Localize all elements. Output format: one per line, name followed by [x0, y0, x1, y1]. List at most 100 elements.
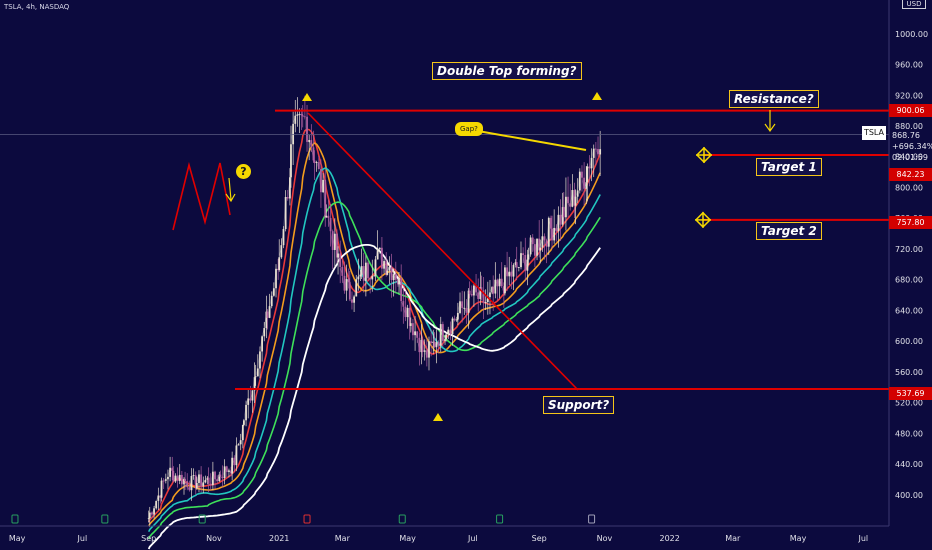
candle-body — [441, 324, 444, 341]
candle-body — [280, 245, 283, 258]
x-tick-label: Jul — [857, 534, 868, 543]
drawing-shapes — [302, 92, 713, 421]
candle-body — [245, 404, 247, 421]
candle-body — [392, 274, 395, 281]
candle-body — [565, 196, 567, 218]
drawing-lines — [0, 109, 889, 391]
question-mark-icon[interactable]: ? — [236, 164, 251, 179]
y-tick-label: 560.00 — [895, 368, 923, 377]
candle-body — [541, 236, 544, 248]
candle-body — [357, 276, 360, 280]
candle-body — [367, 262, 369, 279]
candle-body — [461, 301, 464, 308]
candle-body — [284, 197, 287, 230]
candle-body — [169, 467, 171, 477]
currency-label[interactable]: USD — [902, 0, 926, 9]
ma-orange — [147, 142, 601, 527]
candle-body — [268, 306, 271, 318]
candle-body — [313, 160, 316, 164]
candle-body — [581, 171, 583, 178]
candle-body — [590, 157, 593, 169]
down-arrow-icon — [225, 177, 236, 203]
y-tick-label: 680.00 — [895, 276, 923, 285]
candle-body — [225, 466, 228, 472]
candle-body — [594, 148, 597, 150]
candle-body — [183, 478, 185, 485]
candle-body — [348, 282, 351, 300]
candle-body — [526, 259, 529, 271]
candle-body — [386, 270, 389, 275]
earnings-marker — [198, 514, 206, 524]
candle-body — [247, 398, 250, 405]
candle-body — [423, 350, 426, 352]
candle-body — [506, 267, 508, 277]
candle-body — [204, 479, 207, 483]
ma-green — [147, 201, 601, 539]
candle-body — [327, 215, 330, 219]
candle-body — [320, 169, 322, 193]
candle-body — [243, 420, 245, 425]
gap-bubble[interactable]: Gap? — [455, 122, 483, 136]
candle-body — [337, 253, 339, 258]
y-tick-label: 480.00 — [895, 429, 923, 438]
candle-body — [233, 457, 236, 466]
candle-body — [290, 144, 292, 178]
y-tick-label: 520.00 — [895, 399, 923, 408]
candle-body — [376, 249, 379, 260]
candle-body — [216, 479, 219, 482]
candle-body — [237, 444, 240, 446]
x-tick-label: Jul — [467, 534, 478, 543]
candle-body — [500, 278, 503, 287]
price-tag-target2: 757.80 — [889, 216, 932, 229]
y-tick-label: 840.00 — [895, 153, 923, 162]
candle-body — [272, 288, 275, 296]
support-annotation[interactable]: Support? — [543, 396, 615, 414]
candle-body — [270, 295, 273, 307]
candle-body — [209, 483, 212, 486]
candle-body — [188, 487, 191, 491]
price-tag-target1: 842.23 — [889, 168, 932, 181]
candle-body — [339, 253, 342, 267]
target1-annotation[interactable]: Target 1 — [756, 158, 822, 176]
candle-body — [414, 331, 416, 336]
candle-body — [463, 307, 466, 309]
candle-body — [333, 233, 336, 250]
candle-body — [308, 140, 311, 142]
candle-body — [409, 323, 412, 326]
earnings-marker — [496, 514, 504, 524]
double-top-annotation[interactable]: Double Top forming? — [432, 62, 582, 80]
candle-body — [180, 474, 183, 485]
earnings-marker — [588, 514, 596, 524]
candle-body — [496, 279, 499, 287]
target2-annotation[interactable]: Target 2 — [756, 222, 822, 240]
candle-body — [259, 351, 261, 369]
candle-body — [480, 287, 483, 291]
x-tick-label: 2021 — [269, 534, 289, 543]
candle-body — [420, 339, 423, 353]
candle-body — [522, 253, 525, 255]
x-tick-label: May — [790, 534, 807, 543]
price-tag-support: 537.69 — [889, 387, 932, 400]
candle-body — [265, 311, 268, 329]
candle-body — [504, 267, 506, 294]
candle-body — [312, 147, 315, 161]
candle-body — [388, 266, 391, 271]
last-price-change: +696.34% — [892, 142, 932, 151]
candle-body — [362, 266, 365, 281]
candle-body — [322, 179, 324, 193]
candle-body — [592, 148, 595, 158]
resistance-annotation[interactable]: Resistance? — [729, 90, 819, 108]
candle-body — [301, 115, 304, 117]
candle-body — [571, 190, 574, 207]
candle-body — [278, 257, 281, 271]
candle-body — [373, 275, 376, 277]
candle-body — [228, 470, 230, 472]
candle-body — [484, 302, 487, 304]
candle-body — [159, 495, 162, 498]
candle-body — [194, 475, 197, 489]
y-tick-label: 640.00 — [895, 306, 923, 315]
candle-body — [529, 237, 532, 255]
ma-white — [147, 244, 601, 550]
